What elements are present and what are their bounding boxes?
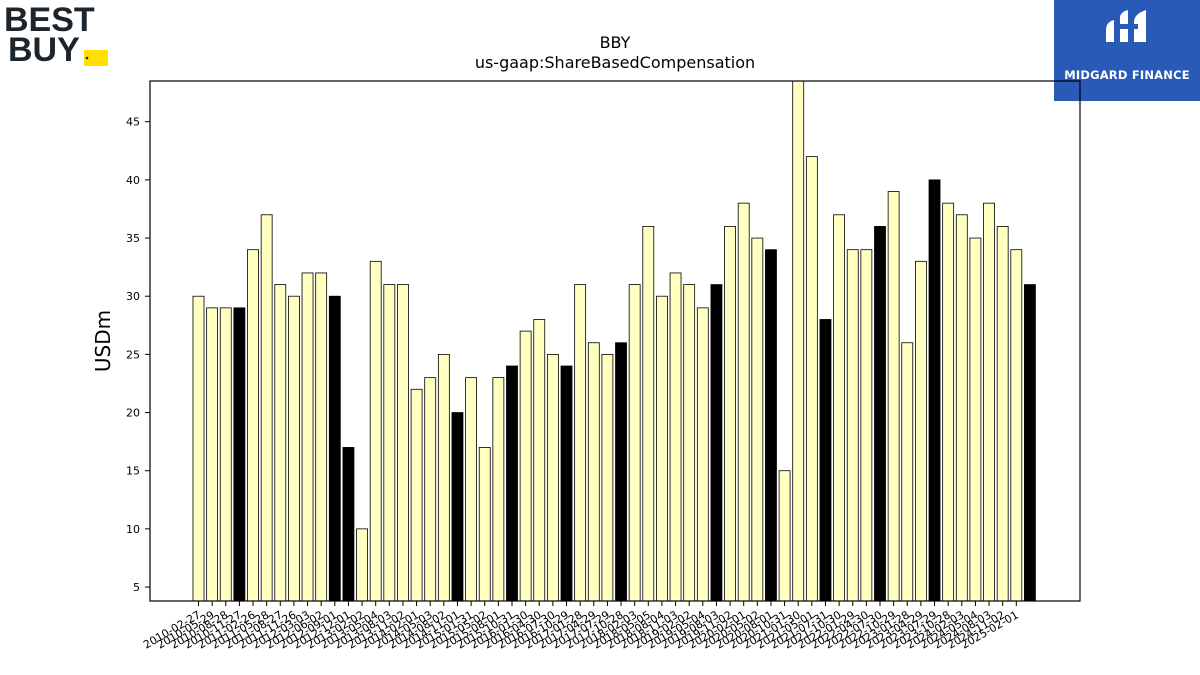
- bar: [710, 284, 723, 602]
- bar: [656, 295, 668, 602]
- bar: [887, 191, 900, 602]
- bar: [696, 307, 709, 602]
- bar: [315, 272, 328, 602]
- bar: [247, 249, 259, 602]
- bar: [274, 284, 287, 602]
- bar: [397, 284, 409, 602]
- y-tick-label: 20: [126, 407, 140, 420]
- bar: [587, 342, 600, 602]
- bar: [437, 353, 450, 602]
- bar-series: [192, 80, 1036, 602]
- bar: [628, 284, 641, 602]
- y-tick-label: 35: [126, 232, 140, 245]
- bar: [560, 365, 573, 602]
- bar: [942, 202, 955, 602]
- bar: [765, 249, 777, 602]
- bar: [233, 307, 246, 602]
- bar: [478, 447, 491, 602]
- bar: [874, 226, 886, 602]
- bar: [846, 249, 859, 602]
- bar: [424, 377, 437, 602]
- bar: [996, 226, 1009, 602]
- best-buy-logo: BEST BUY: [0, 0, 120, 80]
- bar: [737, 202, 750, 602]
- best-buy-logo-line1: BEST: [4, 1, 95, 39]
- bar: [615, 342, 627, 602]
- bar: [983, 202, 995, 602]
- bar: [928, 179, 941, 602]
- bar: [369, 260, 382, 602]
- y-tick-label: 25: [126, 348, 140, 361]
- bar: [519, 330, 532, 602]
- bar: [574, 284, 587, 602]
- midgard-emblem-icon: [1106, 10, 1146, 42]
- bar: [356, 528, 368, 602]
- bar: [546, 353, 559, 602]
- y-tick-label: 5: [133, 581, 140, 594]
- bar: [778, 470, 791, 602]
- bar: [192, 295, 205, 602]
- x-axis: 2010-02-272010-05-292010-08-282010-11-27…: [141, 601, 1021, 652]
- bar: [260, 214, 273, 602]
- bar: [328, 295, 341, 602]
- y-axis: 5 10 15 20 25 30 35 40 45: [126, 116, 150, 594]
- bar: [669, 272, 682, 602]
- y-tick-label: 40: [126, 174, 140, 187]
- bar: [792, 80, 805, 602]
- midgard-finance-logo: MIDGARD FINANCE: [1054, 0, 1200, 101]
- bar: [914, 260, 927, 602]
- chart-subtitle: us-gaap:ShareBasedCompensation: [474, 53, 756, 72]
- y-tick-label: 10: [126, 523, 140, 536]
- y-tick-label: 30: [126, 290, 140, 303]
- bar: [301, 272, 314, 602]
- midgard-finance-text: MIDGARD FINANCE: [1064, 68, 1190, 82]
- bar: [451, 412, 464, 602]
- bar: [1024, 284, 1036, 602]
- bar: [206, 307, 219, 602]
- y-tick-label: 45: [126, 116, 140, 129]
- bar: [288, 295, 300, 602]
- y-tick-label: 15: [126, 465, 140, 478]
- bar: [819, 319, 832, 602]
- bar: [751, 237, 764, 602]
- bar: [901, 342, 914, 602]
- bar: [219, 307, 232, 602]
- bar: [492, 377, 505, 602]
- bar: [410, 388, 423, 602]
- bar: [642, 226, 655, 602]
- bar: [724, 226, 736, 602]
- bar: [533, 319, 546, 602]
- price-tag-icon: [84, 50, 108, 66]
- bar: [805, 156, 818, 602]
- bar: [683, 284, 696, 602]
- chart-title: BBY: [599, 33, 631, 52]
- bar: [1010, 249, 1023, 602]
- bar: [833, 214, 846, 602]
- bar: [506, 365, 518, 602]
- bar: [969, 237, 982, 602]
- bar: [955, 214, 968, 602]
- best-buy-logo-line2: BUY: [8, 31, 80, 69]
- plot-frame: [149, 80, 1081, 602]
- bar: [342, 447, 355, 602]
- bar: [465, 377, 478, 602]
- y-axis-label: USDm: [91, 310, 115, 372]
- bar: [601, 353, 614, 602]
- bar: [860, 249, 873, 602]
- bar: [383, 284, 396, 602]
